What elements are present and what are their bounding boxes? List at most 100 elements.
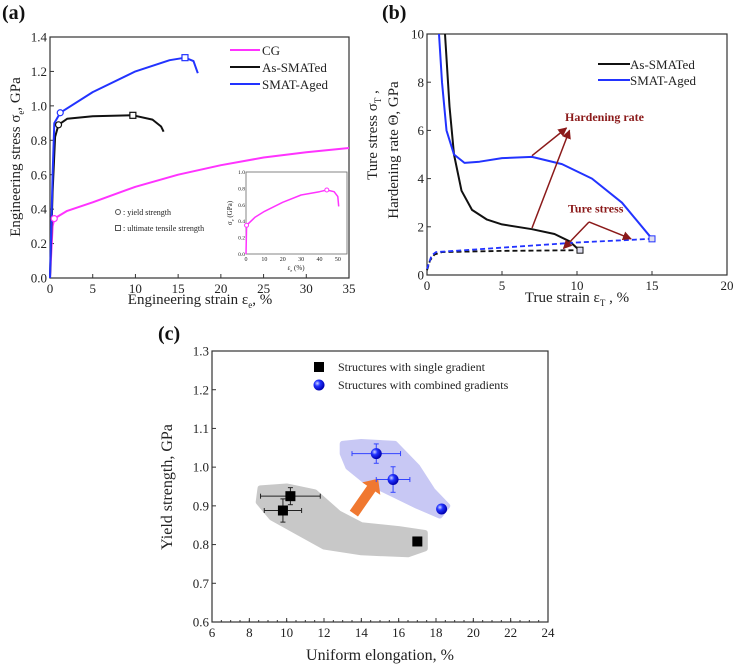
y-tick-label: 0.6 [193,615,210,630]
highlight-region [255,483,428,558]
trend-arrow [349,478,381,517]
inset-x-tick-label: 20 [280,257,286,263]
y-axis-label-main: Engineering stress σ [8,115,24,237]
inset-x-axis-label-unit: (%) [292,264,305,272]
x-axis-label-main: True strain ε [525,290,600,306]
y-axis-label-true-stress-unit: , [365,90,381,98]
x-tick-label: 20 [214,281,227,296]
x-tick-label: 15 [172,281,185,296]
x-tick-label: 30 [300,281,313,296]
inset-y-tick-label: 0.6 [238,203,245,209]
x-tick-label: 20 [467,625,480,640]
uts-marker [129,111,137,119]
data-point-square [277,505,288,516]
inset-x-tick-label: 10 [261,257,267,263]
yield-marker [54,121,63,129]
annotation-label: Ture stress [568,201,624,215]
x-tick-label: 35 [343,281,356,296]
y-tick-label: 0.8 [31,133,47,148]
y-tick-label: 0 [418,268,425,283]
inset-y-axis-label-unit: (GPa) [226,200,234,219]
legend-marker-square [314,362,324,372]
x-axis-label: True strain εT , % [525,290,629,308]
x-tick-label: 5 [499,278,506,293]
annotation-arrow [531,129,571,229]
y-tick-label: 0.8 [193,537,209,552]
annotation-arrow [531,127,568,157]
x-axis-label-subscript: e [248,300,252,310]
x-tick-label: 10 [280,625,293,640]
data-point-square [412,536,423,547]
x-axis-label-subscript: T [600,298,606,308]
inset-y-tick-label: 0.2 [238,236,245,242]
trend-arrow-shape [349,478,381,517]
true-stress-line [426,237,653,270]
y-tick-label: 1.1 [193,421,209,436]
end-marker [648,235,656,243]
inset-y-axis-label-subscript: e [230,219,235,221]
yield-marker [56,109,64,117]
true-stress-line [426,249,581,271]
x-tick-label: 20 [721,278,734,293]
inset-x-tick-label: 30 [298,257,304,263]
inset-series-line [245,189,340,255]
legend-label: Structures with combined gradients [338,378,509,392]
x-tick-label: 22 [504,625,517,640]
inset-y-tick-label: 0.4 [238,219,245,225]
legend-label: As-SMATed [262,60,327,75]
data-point-sphere [436,503,448,515]
y-axis-label-true-stress-main: Ture stress σ [365,103,381,180]
inset-marker [244,222,250,228]
inset-x-tick-label: 50 [335,257,341,263]
panel-a: (a) 0 5 10 15 20 25 30 35 0.0 0.2 0.4 0.6 0.8 1.0 1.2 1.… [2,2,356,310]
x-tick-label: 16 [392,625,406,640]
y-axis-label: Engineering stress σe, GPa [8,77,26,237]
x-tick-label: 0 [47,281,54,296]
y-tick-label: 0.0 [31,271,47,286]
yield-marker [50,215,58,223]
end-marker [576,246,584,254]
y-tick-label: 0.7 [193,576,210,591]
legend-label: As-SMATed [630,57,695,72]
y-tick-label: 1.0 [193,460,209,475]
y-tick-label: 0.2 [31,236,47,251]
y-tick-label: 1.3 [193,344,209,359]
y-axis-label-subscript: e [16,111,26,115]
yield-legend-marker [115,209,121,215]
inset-y-tick-label: 1.0 [238,170,245,176]
uts-marker [181,54,189,62]
panel-label: (b) [382,2,406,24]
y-tick-label: 0.6 [31,167,48,182]
marker-legend-label: : ultimate tensile strength [123,224,204,233]
x-axis-label-unit: , % [252,292,272,308]
legend-marker-sphere [313,379,325,391]
uts-legend-marker [115,225,121,231]
annotation-arrow [562,221,590,250]
inset-x-tick-label: 40 [316,257,322,263]
series-line-smat-aged [49,56,199,279]
y-tick-label: 0.4 [31,202,48,217]
x-axis-label: Uniform elongation, % [306,647,454,664]
x-tick-label: 24 [542,625,556,640]
x-tick-label: 14 [355,625,369,640]
y-tick-label: 1.2 [31,64,47,79]
inset-x-axis-label-main: ε [287,264,290,272]
plot-frame [49,36,350,279]
x-tick-label: 12 [318,625,331,640]
y-tick-label: 1.0 [31,98,47,113]
x-tick-label: 25 [257,281,270,296]
inset-chart: 0 10 20 30 40 500.00.20.40.60.81.0εe (%)σe (G… [226,170,348,273]
legend-label: Structures with single gradient [338,360,486,374]
legend-label: SMAT-Aged [262,77,328,92]
inset-x-axis-label-subscript: e [290,268,292,273]
hardening-rate-line [438,33,653,240]
inset-x-axis-label: εe (%) [287,264,305,273]
y-axis-label-true-stress-subscript: T [373,97,383,103]
inset-y-axis-label: σe (GPa) [226,200,235,225]
x-tick-label: 5 [89,281,96,296]
y-tick-label: 0.9 [193,498,209,513]
x-tick-label: 10 [129,281,142,296]
